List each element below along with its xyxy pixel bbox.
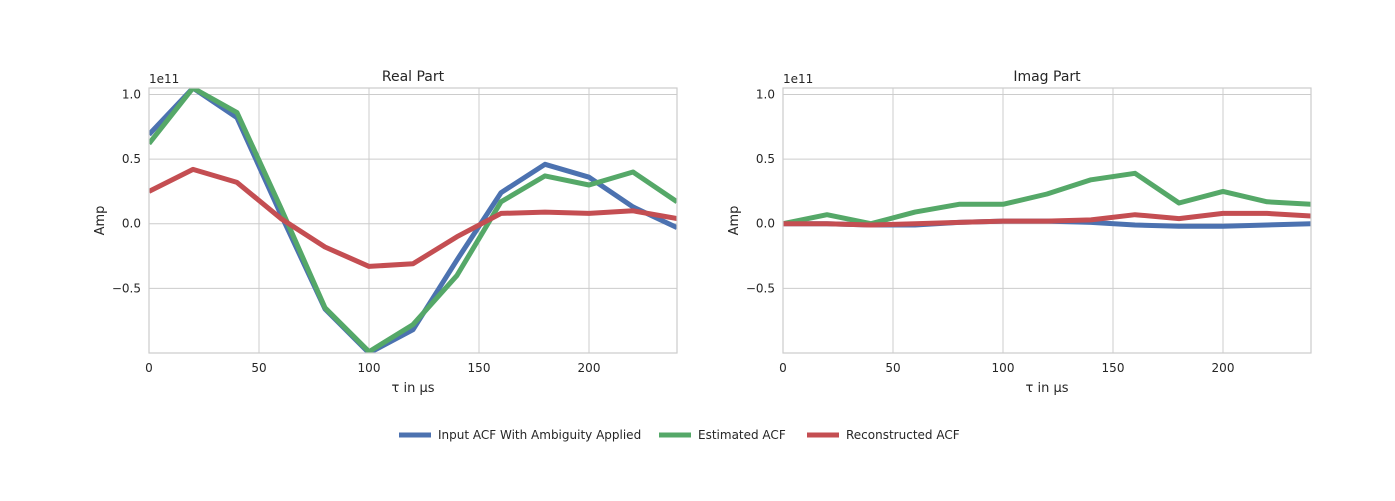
x-axis-label-real: τ in μs [392, 381, 435, 396]
legend-label-reconstructed-acf: Reconstructed ACF [846, 428, 960, 442]
y-tick-label-real-3: −0.5 [112, 281, 141, 295]
series-line-real-reconstructed-acf [149, 166, 677, 269]
series-group-real [149, 88, 677, 353]
offset-text-imag: 1e11 [783, 72, 813, 86]
y-tick-label-imag-1: 0.5 [756, 152, 775, 166]
legend-label-estimated-acf: Estimated ACF [698, 428, 786, 442]
legend: Input ACF With Ambiguity Applied Estimat… [399, 428, 960, 442]
y-tick-label-imag-3: −0.5 [746, 281, 775, 295]
axes-imag: 0 50 100 150 200 1.0 0.5 0.0 −0.5 Imag Part 1e11 τ … [727, 69, 1312, 396]
plot-area-real [149, 88, 677, 353]
y-axis-label-real: Amp [93, 206, 108, 236]
axes-real: 0 50 100 150 200 1.0 0.5 0.0 −0.5 Real Part 1e11 τ … [93, 69, 678, 396]
series-group-imag [783, 170, 1311, 229]
series-line-real-estimated-acf [149, 88, 677, 353]
x-axis-label-imag: τ in μs [1026, 381, 1069, 396]
x-tick-label-imag-1: 50 [885, 361, 900, 375]
y-axis-label-imag: Amp [727, 206, 742, 236]
legend-item-reconstructed-acf[interactable]: Reconstructed ACF [807, 428, 960, 442]
legend-item-input-acf[interactable]: Input ACF With Ambiguity Applied [399, 428, 641, 442]
x-tick-label-real-4: 200 [578, 361, 601, 375]
y-tick-label-real-0: 1.0 [122, 87, 141, 101]
legend-label-input-acf: Input ACF With Ambiguity Applied [438, 428, 641, 442]
axes-frame-real [148, 87, 678, 354]
x-tick-label-real-1: 50 [251, 361, 266, 375]
x-tick-label-real-0: 0 [145, 361, 153, 375]
y-tick-label-real-1: 0.5 [122, 152, 141, 166]
legend-item-estimated-acf[interactable]: Estimated ACF [659, 428, 786, 442]
x-tick-label-imag-3: 150 [1102, 361, 1125, 375]
chart-title-real: Real Part [382, 69, 445, 85]
chart-title-imag: Imag Part [1013, 69, 1081, 85]
x-tick-label-imag-0: 0 [779, 361, 787, 375]
x-tick-label-imag-2: 100 [992, 361, 1015, 375]
y-tick-label-imag-0: 1.0 [756, 87, 775, 101]
y-tick-label-imag-2: 0.0 [756, 217, 775, 231]
series-line-imag-reconstructed-acf [783, 210, 1311, 228]
offset-text-real: 1e11 [149, 72, 179, 86]
y-tick-label-real-2: 0.0 [122, 217, 141, 231]
x-tick-label-real-2: 100 [358, 361, 381, 375]
x-tick-label-imag-4: 200 [1212, 361, 1235, 375]
x-tick-label-real-3: 150 [468, 361, 491, 375]
axes-frame-imag [782, 87, 1312, 354]
